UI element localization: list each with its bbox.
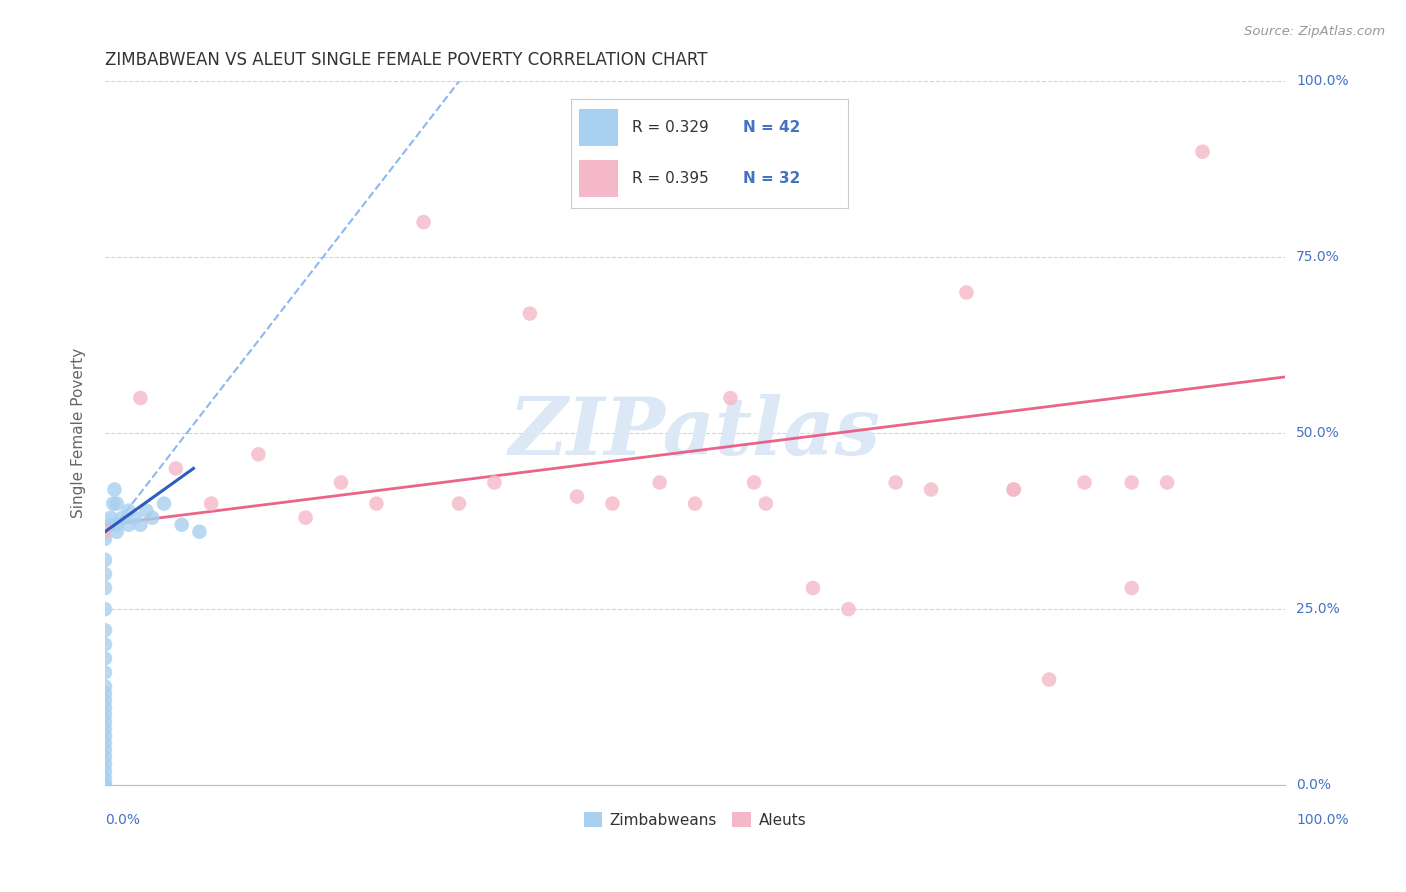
Text: 50.0%: 50.0%	[1296, 426, 1340, 441]
Point	[153, 497, 176, 511]
Point	[412, 215, 434, 229]
Point	[294, 510, 316, 524]
Point	[94, 553, 117, 567]
Point	[170, 517, 193, 532]
Point	[484, 475, 506, 490]
Point	[1073, 475, 1095, 490]
Point	[837, 602, 859, 616]
Point	[111, 510, 134, 524]
Point	[1038, 673, 1060, 687]
Point	[94, 566, 117, 581]
Point	[565, 490, 588, 504]
Point	[94, 687, 117, 701]
Point	[94, 524, 117, 539]
Point	[920, 483, 942, 497]
Point	[188, 524, 211, 539]
Point	[94, 778, 117, 792]
Point	[141, 510, 163, 524]
Point	[94, 665, 117, 680]
Point	[135, 503, 157, 517]
Point	[94, 750, 117, 764]
Point	[648, 475, 671, 490]
Point	[519, 307, 541, 321]
Point	[247, 447, 270, 461]
Point	[94, 722, 117, 736]
Point	[94, 532, 117, 546]
Point	[955, 285, 977, 300]
Point	[105, 517, 128, 532]
Text: ZIPatlas: ZIPatlas	[509, 394, 882, 472]
Point	[94, 693, 117, 707]
Point	[94, 756, 117, 771]
Text: 25.0%: 25.0%	[1296, 602, 1340, 616]
Text: 100.0%: 100.0%	[1296, 74, 1348, 88]
Point	[103, 483, 125, 497]
Point	[94, 680, 117, 694]
Point	[200, 497, 222, 511]
Point	[129, 391, 152, 405]
Point	[1121, 475, 1143, 490]
Point	[94, 729, 117, 743]
Point	[94, 637, 117, 651]
Point	[94, 764, 117, 778]
Text: 75.0%: 75.0%	[1296, 251, 1340, 264]
Point	[447, 497, 470, 511]
Point	[105, 524, 128, 539]
Point	[884, 475, 907, 490]
Legend: Zimbabweans, Aleuts: Zimbabweans, Aleuts	[578, 805, 813, 834]
Point	[94, 707, 117, 722]
Point	[801, 581, 824, 595]
Point	[165, 461, 187, 475]
Text: 0.0%: 0.0%	[1296, 778, 1331, 792]
Point	[117, 517, 139, 532]
Point	[683, 497, 706, 511]
Point	[742, 475, 765, 490]
Point	[94, 714, 117, 729]
Point	[1121, 581, 1143, 595]
Point	[124, 510, 146, 524]
Point	[94, 651, 117, 665]
Point	[1002, 483, 1025, 497]
Y-axis label: Single Female Poverty: Single Female Poverty	[72, 348, 86, 518]
Point	[755, 497, 778, 511]
Point	[720, 391, 742, 405]
Point	[100, 510, 122, 524]
Point	[94, 736, 117, 750]
Point	[94, 581, 117, 595]
Point	[100, 517, 122, 532]
Point	[94, 602, 117, 616]
Point	[94, 771, 117, 785]
Text: 0.0%: 0.0%	[105, 813, 141, 827]
Text: ZIMBABWEAN VS ALEUT SINGLE FEMALE POVERTY CORRELATION CHART: ZIMBABWEAN VS ALEUT SINGLE FEMALE POVERT…	[105, 51, 707, 69]
Point	[94, 624, 117, 638]
Point	[1002, 483, 1025, 497]
Text: 100.0%: 100.0%	[1296, 813, 1348, 827]
Point	[94, 743, 117, 757]
Point	[103, 497, 125, 511]
Point	[105, 497, 128, 511]
Point	[366, 497, 388, 511]
Point	[1156, 475, 1178, 490]
Point	[117, 503, 139, 517]
Point	[330, 475, 353, 490]
Point	[602, 497, 624, 511]
Point	[1191, 145, 1213, 159]
Point	[129, 517, 152, 532]
Point	[94, 778, 117, 792]
Point	[94, 700, 117, 714]
Text: Source: ZipAtlas.com: Source: ZipAtlas.com	[1244, 25, 1385, 38]
